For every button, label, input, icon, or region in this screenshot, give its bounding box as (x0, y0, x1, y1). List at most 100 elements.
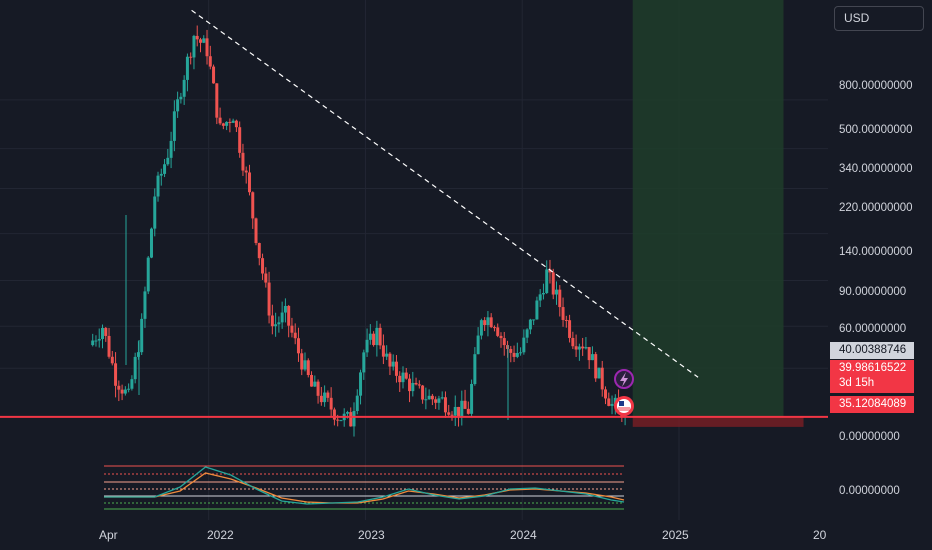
candle-body (300, 353, 304, 370)
candle-body (257, 243, 261, 259)
candle-body (391, 361, 395, 367)
candle-body (166, 157, 170, 165)
candle-body (198, 39, 202, 43)
candle-body (597, 367, 601, 379)
candle-body (424, 399, 428, 401)
candle-body (247, 172, 251, 193)
candle-body (94, 340, 98, 342)
us-flag-icon (614, 396, 634, 416)
candle-body (512, 352, 516, 357)
candle-body (149, 228, 153, 258)
candle-body (372, 333, 376, 346)
candle-body (574, 346, 578, 350)
candle-body (355, 395, 359, 412)
candle-body (434, 399, 438, 403)
candle-body (241, 152, 245, 171)
candle-body (408, 378, 412, 392)
candle-body (254, 218, 258, 244)
time-axis-label: 2023 (358, 528, 385, 542)
candle-body (140, 318, 144, 353)
candle-body (100, 327, 104, 339)
stop-zone (632, 416, 804, 427)
candle-body (359, 372, 363, 396)
candle-body (502, 338, 506, 346)
price-scale-label: 800.00000000 (839, 80, 913, 92)
candle-body (195, 35, 199, 40)
candle-body (525, 329, 529, 338)
candle-body (120, 389, 124, 394)
candle-body (430, 395, 434, 400)
candle-body (365, 339, 369, 353)
candle-body (613, 397, 617, 404)
candle-body (610, 403, 614, 406)
currency-button[interactable]: USD (834, 6, 924, 31)
candle-body (555, 289, 559, 295)
candle-body (561, 307, 565, 320)
candle-body (303, 360, 307, 370)
candle-body (535, 300, 539, 320)
candle-body (244, 170, 248, 173)
candle-body (519, 352, 523, 354)
candle-body (479, 320, 483, 336)
candle-body (414, 382, 418, 385)
candle-body (427, 395, 431, 400)
candle-body (319, 395, 323, 403)
candle-body (323, 392, 327, 403)
candle-body (489, 317, 493, 328)
candle-body (208, 56, 212, 67)
candle-body (600, 367, 604, 390)
candle-body (388, 353, 392, 367)
candle-body (492, 327, 496, 329)
target-zone (632, 0, 784, 417)
candle-body (306, 360, 310, 376)
candle-body (470, 383, 474, 414)
candle-body (270, 315, 274, 327)
candle-body (473, 354, 477, 384)
candle-body (551, 272, 555, 295)
candle-body (421, 385, 425, 400)
candle-body (509, 348, 513, 353)
candle-body (114, 363, 118, 386)
candle-body (172, 111, 176, 141)
candle-body (225, 121, 229, 126)
candle-body (104, 327, 108, 336)
candle-body (447, 412, 451, 415)
candle-body (182, 79, 186, 97)
low-price-tag: 35.12084089 (830, 396, 914, 413)
candle-body (564, 319, 568, 321)
last-price-tag: 40.00388746 (830, 342, 914, 359)
candle-body (558, 289, 562, 308)
candle-body (228, 121, 232, 123)
candle-body (528, 319, 532, 330)
candle-body (127, 388, 131, 390)
candle-body (486, 317, 490, 326)
candle-body (153, 196, 157, 229)
candle-body (437, 398, 441, 403)
price-scale-label: 0.00000000 (839, 485, 900, 497)
candle-body (107, 335, 111, 357)
candle-body (548, 269, 552, 273)
candle-body (339, 420, 343, 422)
candle-body (283, 305, 287, 313)
candle-body (375, 327, 379, 346)
candle-body (91, 340, 95, 346)
price-scale-label: 60.00000000 (839, 323, 907, 335)
candle-body (110, 356, 114, 364)
bid-price-tag: 39.98616522 3d 15h (830, 360, 914, 393)
candle-body (545, 269, 549, 294)
candle-body (136, 352, 140, 357)
candle-body (607, 398, 611, 406)
candle-body (280, 312, 284, 323)
candle-body (496, 327, 500, 336)
candle-body (202, 38, 206, 43)
candle-body (522, 337, 526, 353)
candle-body (381, 345, 385, 357)
candle-body (594, 354, 598, 379)
time-axis-label: 2022 (207, 528, 234, 542)
candle-body (130, 379, 134, 389)
candle-body (313, 381, 317, 387)
candle-body (221, 123, 225, 126)
candle-body (189, 56, 193, 58)
candle-body (215, 83, 219, 118)
